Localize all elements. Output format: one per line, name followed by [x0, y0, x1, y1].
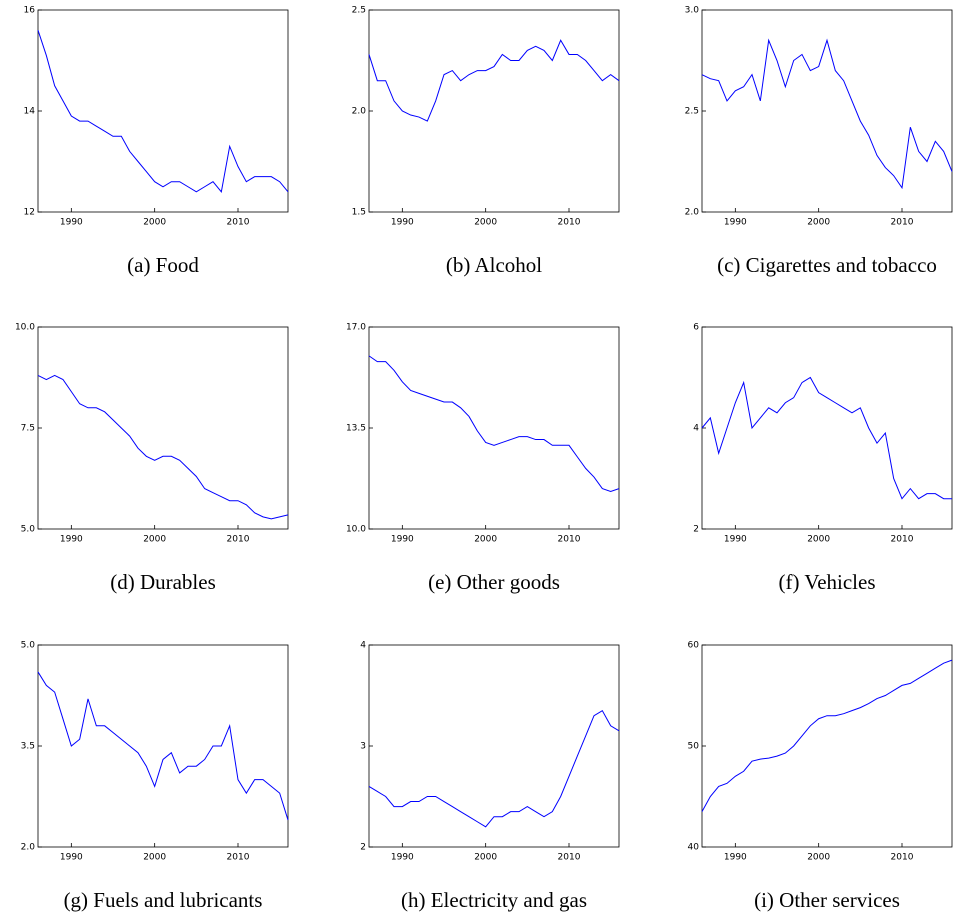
y-tick-label: 3.5: [21, 742, 35, 752]
x-tick-label: 2000: [807, 535, 830, 545]
caption: (b) Alcohol: [446, 253, 542, 277]
y-tick-label: 3.0: [685, 6, 700, 16]
x-tick-label: 2000: [807, 853, 830, 863]
y-tick-label: 40: [688, 843, 700, 853]
data-line: [368, 39, 620, 122]
data-line: [368, 355, 620, 493]
y-tick-label: 13.5: [346, 424, 366, 434]
data-line: [37, 374, 289, 520]
y-tick-label: 5.0: [21, 525, 36, 535]
caption: (a) Food: [127, 253, 199, 277]
x-tick-label: 2000: [807, 218, 830, 228]
x-tick-label: 2010: [227, 218, 250, 228]
y-tick-label: 5.0: [21, 641, 36, 651]
caption: (d) Durables: [110, 570, 216, 594]
y-tick-label: 3: [360, 742, 366, 752]
x-tick-label: 2010: [891, 535, 914, 545]
x-tick-label: 2000: [474, 535, 497, 545]
data-line: [701, 38, 953, 190]
x-tick-label: 1990: [60, 218, 83, 228]
x-tick-label: 1990: [60, 535, 83, 545]
data-line: [37, 30, 289, 193]
y-tick-label: 2.0: [352, 107, 367, 117]
data-line: [37, 671, 289, 821]
y-tick-label: 60: [688, 641, 700, 651]
plot-frame: [368, 326, 620, 530]
y-tick-label: 50: [688, 742, 700, 752]
caption: (c) Cigarettes and tobacco: [717, 253, 937, 277]
y-tick-label: 2.5: [352, 6, 366, 16]
plot-frame: [37, 9, 289, 213]
x-tick-label: 1990: [724, 535, 747, 545]
plot-frame: [368, 9, 620, 213]
y-tick-label: 2.0: [685, 208, 700, 218]
x-tick-label: 2000: [474, 218, 497, 228]
y-tick-label: 1.5: [352, 208, 366, 218]
x-tick-label: 2000: [143, 535, 166, 545]
y-tick-label: 10.0: [15, 323, 35, 333]
x-tick-label: 2000: [143, 853, 166, 863]
x-tick-label: 1990: [391, 853, 414, 863]
caption: (g) Fuels and lubricants: [64, 888, 263, 912]
data-line: [701, 376, 952, 500]
plot-frame: [37, 326, 289, 530]
y-tick-label: 2: [693, 525, 699, 535]
data-line: [701, 659, 953, 812]
y-tick-label: 2.5: [685, 107, 699, 117]
y-tick-label: 10.0: [346, 525, 366, 535]
x-tick-label: 2010: [558, 218, 581, 228]
x-tick-label: 1990: [724, 218, 747, 228]
x-tick-label: 2000: [143, 218, 166, 228]
plot-frame: [37, 644, 289, 848]
x-tick-label: 2010: [891, 218, 914, 228]
caption: (h) Electricity and gas: [401, 888, 587, 912]
x-tick-label: 2000: [474, 853, 497, 863]
caption: (f) Vehicles: [779, 570, 876, 594]
plot-frame: [701, 644, 953, 848]
x-tick-label: 1990: [391, 218, 414, 228]
x-tick-label: 1990: [60, 853, 83, 863]
caption: (e) Other goods: [428, 570, 560, 594]
y-tick-label: 2.0: [21, 843, 36, 853]
x-tick-label: 2010: [891, 853, 914, 863]
x-tick-label: 1990: [391, 535, 414, 545]
y-tick-label: 6: [693, 323, 699, 333]
data-line: [368, 709, 620, 828]
x-tick-label: 2010: [227, 535, 250, 545]
y-tick-label: 14: [24, 107, 36, 117]
y-tick-label: 16: [24, 6, 36, 16]
y-tick-label: 12: [24, 208, 35, 218]
plot-frame: [701, 326, 953, 530]
caption: (i) Other services: [754, 888, 900, 912]
x-tick-label: 2010: [558, 853, 581, 863]
y-tick-label: 4: [693, 424, 699, 434]
x-tick-label: 2010: [227, 853, 250, 863]
y-tick-label: 2: [360, 843, 366, 853]
y-tick-label: 7.5: [21, 424, 35, 434]
y-tick-label: 17.0: [346, 323, 366, 333]
x-tick-label: 1990: [724, 853, 747, 863]
x-tick-label: 2010: [558, 535, 581, 545]
y-tick-label: 4: [360, 641, 366, 651]
